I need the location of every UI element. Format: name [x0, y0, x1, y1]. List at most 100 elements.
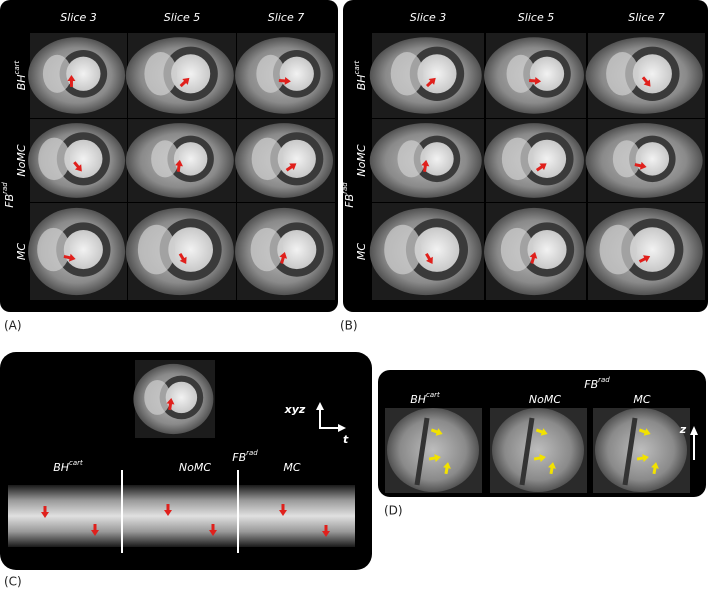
label-main: NoMC [15, 144, 28, 176]
arrow-shaft [535, 165, 544, 172]
panel-label: (A) [4, 319, 22, 333]
arrow-head [284, 76, 291, 85]
arrow-head [74, 164, 82, 172]
image-body [595, 408, 687, 492]
arrow [638, 255, 651, 263]
arrow [533, 454, 546, 462]
panel-label: (C) [4, 575, 22, 589]
heart-blood [173, 142, 208, 176]
arrow [425, 77, 436, 88]
axis-head [338, 424, 346, 432]
ventricle [37, 227, 70, 272]
arrow-head [41, 512, 49, 518]
arrow-shaft [634, 163, 643, 168]
ventricle [144, 52, 178, 96]
ventricle [42, 54, 72, 93]
image-body [492, 408, 584, 492]
ventricle [144, 379, 171, 415]
arrow-shaft [549, 466, 554, 475]
label-sup: cart [13, 60, 21, 74]
arrow [548, 462, 556, 475]
label: BHcart [53, 459, 83, 474]
ventricle [397, 140, 426, 178]
column-label: Slice 5 [164, 11, 200, 24]
axis-head [690, 426, 698, 435]
arrow [278, 76, 291, 85]
heart-blood [168, 227, 213, 272]
arrow-shaft [423, 164, 427, 172]
arrow [430, 428, 443, 436]
label-main: NoMC [179, 461, 211, 474]
arrow-shaft [533, 456, 542, 461]
ventricle [38, 137, 71, 181]
arrow-head [539, 163, 547, 171]
label: BHcart [353, 60, 368, 90]
column-label: Slice 3 [410, 11, 446, 24]
arrow-shaft [530, 256, 536, 264]
arrow [638, 428, 651, 436]
arrow [63, 253, 76, 262]
arrow-shaft [176, 164, 181, 172]
label-main: MC [633, 393, 650, 406]
arrow-head [443, 462, 451, 469]
arrow-head [434, 454, 441, 462]
label: NoMC [529, 393, 561, 406]
arrow [636, 454, 649, 462]
label-sup: rad [246, 449, 258, 457]
arrow [529, 251, 538, 264]
label-main: MC [355, 243, 368, 260]
label-sup: cart [426, 391, 440, 399]
arrow-head [529, 251, 538, 259]
panel-label: (D) [384, 504, 403, 518]
label-main: NoMC [355, 144, 368, 176]
arrow-head [435, 428, 443, 436]
ventricle [506, 54, 536, 93]
label-main: FB [343, 194, 356, 208]
arrow-shaft [636, 456, 645, 461]
arrow-shaft [430, 428, 439, 434]
arrow [421, 159, 430, 172]
arrow-shaft [73, 161, 80, 169]
arrow-shaft [638, 428, 647, 434]
arrow-head [179, 256, 187, 265]
arrow-shaft [178, 252, 185, 261]
column-label: Slice 7 [268, 11, 304, 24]
arrow [425, 252, 433, 265]
label: BHcart [410, 391, 440, 406]
arrow [428, 454, 441, 462]
arrow-head [643, 79, 651, 87]
septum [414, 417, 430, 486]
arrow-head [166, 398, 175, 405]
arrow-head [279, 510, 287, 516]
arrow [651, 462, 659, 475]
label: NoMC [355, 144, 368, 176]
arrow-head [643, 428, 651, 436]
axis-label: xyz [284, 403, 306, 416]
heart-blood [165, 381, 198, 414]
label: MC [355, 243, 368, 260]
label: MC [633, 393, 650, 406]
arrow [641, 76, 651, 87]
label-sup: cart [353, 60, 361, 74]
column-label: Slice 5 [518, 11, 554, 24]
arrow-head [209, 530, 217, 536]
arrow-shaft [535, 428, 544, 434]
arrow-head [67, 74, 76, 81]
heart-blood [632, 54, 672, 94]
ventricle [500, 227, 534, 272]
arrow-shaft [428, 456, 437, 461]
column-label: Slice 3 [60, 11, 96, 24]
arrow-head [540, 428, 548, 436]
arrow-shaft [641, 76, 649, 84]
arrow [634, 161, 647, 170]
arrow [279, 251, 288, 264]
arrow [279, 504, 287, 516]
arrow-head [68, 253, 76, 262]
arrow [285, 163, 297, 172]
label: MC [15, 243, 28, 260]
heart-blood [277, 230, 317, 270]
arrow-head [643, 255, 651, 263]
image-body [387, 408, 479, 492]
arrow [209, 524, 217, 536]
arrow [322, 525, 330, 537]
